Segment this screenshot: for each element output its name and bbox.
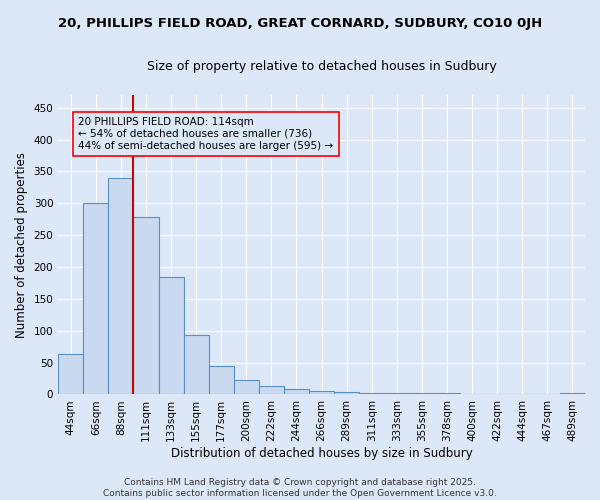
Bar	[284, 390, 309, 394]
Bar	[209, 366, 234, 394]
Title: Size of property relative to detached houses in Sudbury: Size of property relative to detached ho…	[147, 60, 496, 73]
Bar	[234, 380, 259, 394]
Bar	[385, 393, 409, 394]
Bar	[83, 202, 109, 394]
Bar	[560, 392, 585, 394]
Text: 20, PHILLIPS FIELD ROAD, GREAT CORNARD, SUDBURY, CO10 0JH: 20, PHILLIPS FIELD ROAD, GREAT CORNARD, …	[58, 18, 542, 30]
Bar	[359, 392, 385, 394]
Text: 20 PHILLIPS FIELD ROAD: 114sqm
← 54% of detached houses are smaller (736)
44% of: 20 PHILLIPS FIELD ROAD: 114sqm ← 54% of …	[78, 118, 334, 150]
Bar	[184, 335, 209, 394]
Bar	[58, 354, 83, 395]
Bar	[434, 392, 460, 394]
Bar	[109, 178, 133, 394]
Bar	[133, 216, 158, 394]
Text: Contains HM Land Registry data © Crown copyright and database right 2025.
Contai: Contains HM Land Registry data © Crown c…	[103, 478, 497, 498]
Bar	[309, 392, 334, 394]
Bar	[158, 276, 184, 394]
Bar	[334, 392, 359, 394]
X-axis label: Distribution of detached houses by size in Sudbury: Distribution of detached houses by size …	[171, 447, 472, 460]
Bar	[409, 393, 434, 394]
Bar	[259, 386, 284, 394]
Y-axis label: Number of detached properties: Number of detached properties	[15, 152, 28, 338]
